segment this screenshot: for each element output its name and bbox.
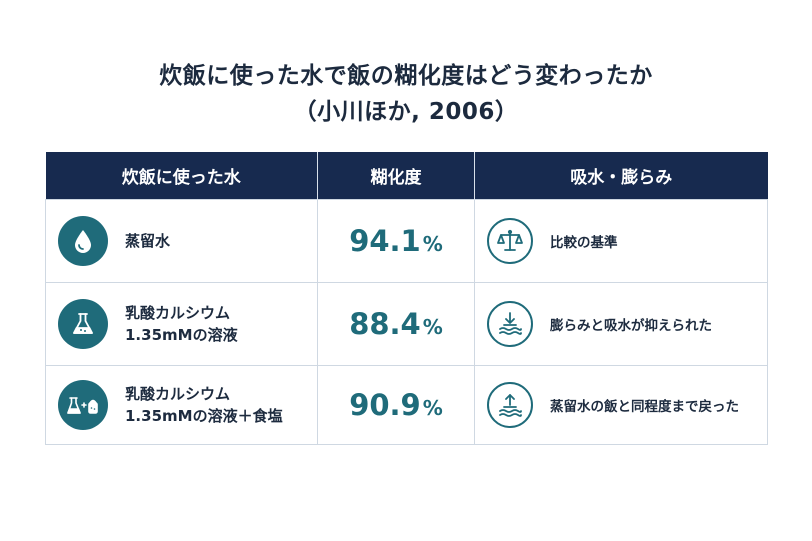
result-label: 比較の基準: [550, 235, 618, 251]
table-row: 蒸留水 94.1% 比較の基準: [45, 199, 768, 283]
arrow-up-water-icon: [487, 382, 533, 428]
table-header-row: 炊飯に使った水 糊化度 吸水・膨らみ: [45, 152, 768, 200]
title-line-2: （小川ほか, 2006）: [293, 99, 519, 125]
column-header-gelatinization: 糊化度: [317, 152, 475, 200]
gelatinization-value: 88.4: [349, 307, 421, 341]
result-label: 膨らみと吸水が抑えられた: [550, 318, 712, 334]
gelatinization-cell: 94.1%: [317, 199, 475, 283]
gelatinization-cell: 90.9%: [317, 365, 475, 445]
gelatinization-value: 94.1: [349, 224, 421, 258]
condition-label-line1: 蒸留水: [125, 232, 171, 250]
result-cell: 蒸留水の飯と同程度まで戻った: [474, 365, 768, 445]
flask-plus-salt-icon: [58, 380, 108, 430]
percent-unit: %: [422, 396, 443, 420]
condition-label-line1: 乳酸カルシウム: [125, 304, 231, 322]
column-header-absorption: 吸水・膨らみ: [474, 152, 768, 200]
arrow-down-water-icon: [487, 301, 533, 347]
result-label: 蒸留水の飯と同程度まで戻った: [550, 399, 739, 415]
table-row: 乳酸カルシウム 1.35mMの溶液＋食塩 90.9% 蒸: [45, 365, 768, 445]
condition-cell: 乳酸カルシウム 1.35mMの溶液＋食塩: [45, 365, 318, 445]
percent-unit: %: [422, 232, 443, 256]
condition-label-line2: 1.35mMの溶液＋食塩: [125, 407, 283, 425]
flask-icon: [58, 299, 108, 349]
gelatinization-cell: 88.4%: [317, 282, 475, 366]
balance-scale-icon: [487, 218, 533, 264]
column-header-water: 炊飯に使った水: [45, 152, 318, 200]
condition-label: 乳酸カルシウム 1.35mMの溶液＋食塩: [125, 383, 283, 427]
condition-cell: 蒸留水: [45, 199, 318, 283]
title-line-1: 炊飯に使った水で飯の糊化度はどう変わったか: [159, 63, 653, 89]
percent-unit: %: [422, 315, 443, 339]
result-cell: 比較の基準: [474, 199, 768, 283]
comparison-table: 炊飯に使った水 糊化度 吸水・膨らみ 蒸留水 94.1%: [45, 152, 768, 445]
condition-label: 蒸留水: [125, 230, 170, 252]
gelatinization-value: 90.9: [349, 388, 421, 422]
table-row: 乳酸カルシウム 1.35mMの溶液 88.4% 膨らみと: [45, 282, 768, 366]
condition-label: 乳酸カルシウム 1.35mMの溶液: [125, 302, 238, 346]
condition-label-line1: 乳酸カルシウム: [125, 385, 231, 403]
water-drop-icon: [58, 216, 108, 266]
condition-cell: 乳酸カルシウム 1.35mMの溶液: [45, 282, 318, 366]
page-title: 炊飯に使った水で飯の糊化度はどう変わったか （小川ほか, 2006）: [0, 58, 812, 130]
condition-label-line2: 1.35mMの溶液: [125, 326, 238, 344]
result-cell: 膨らみと吸水が抑えられた: [474, 282, 768, 366]
